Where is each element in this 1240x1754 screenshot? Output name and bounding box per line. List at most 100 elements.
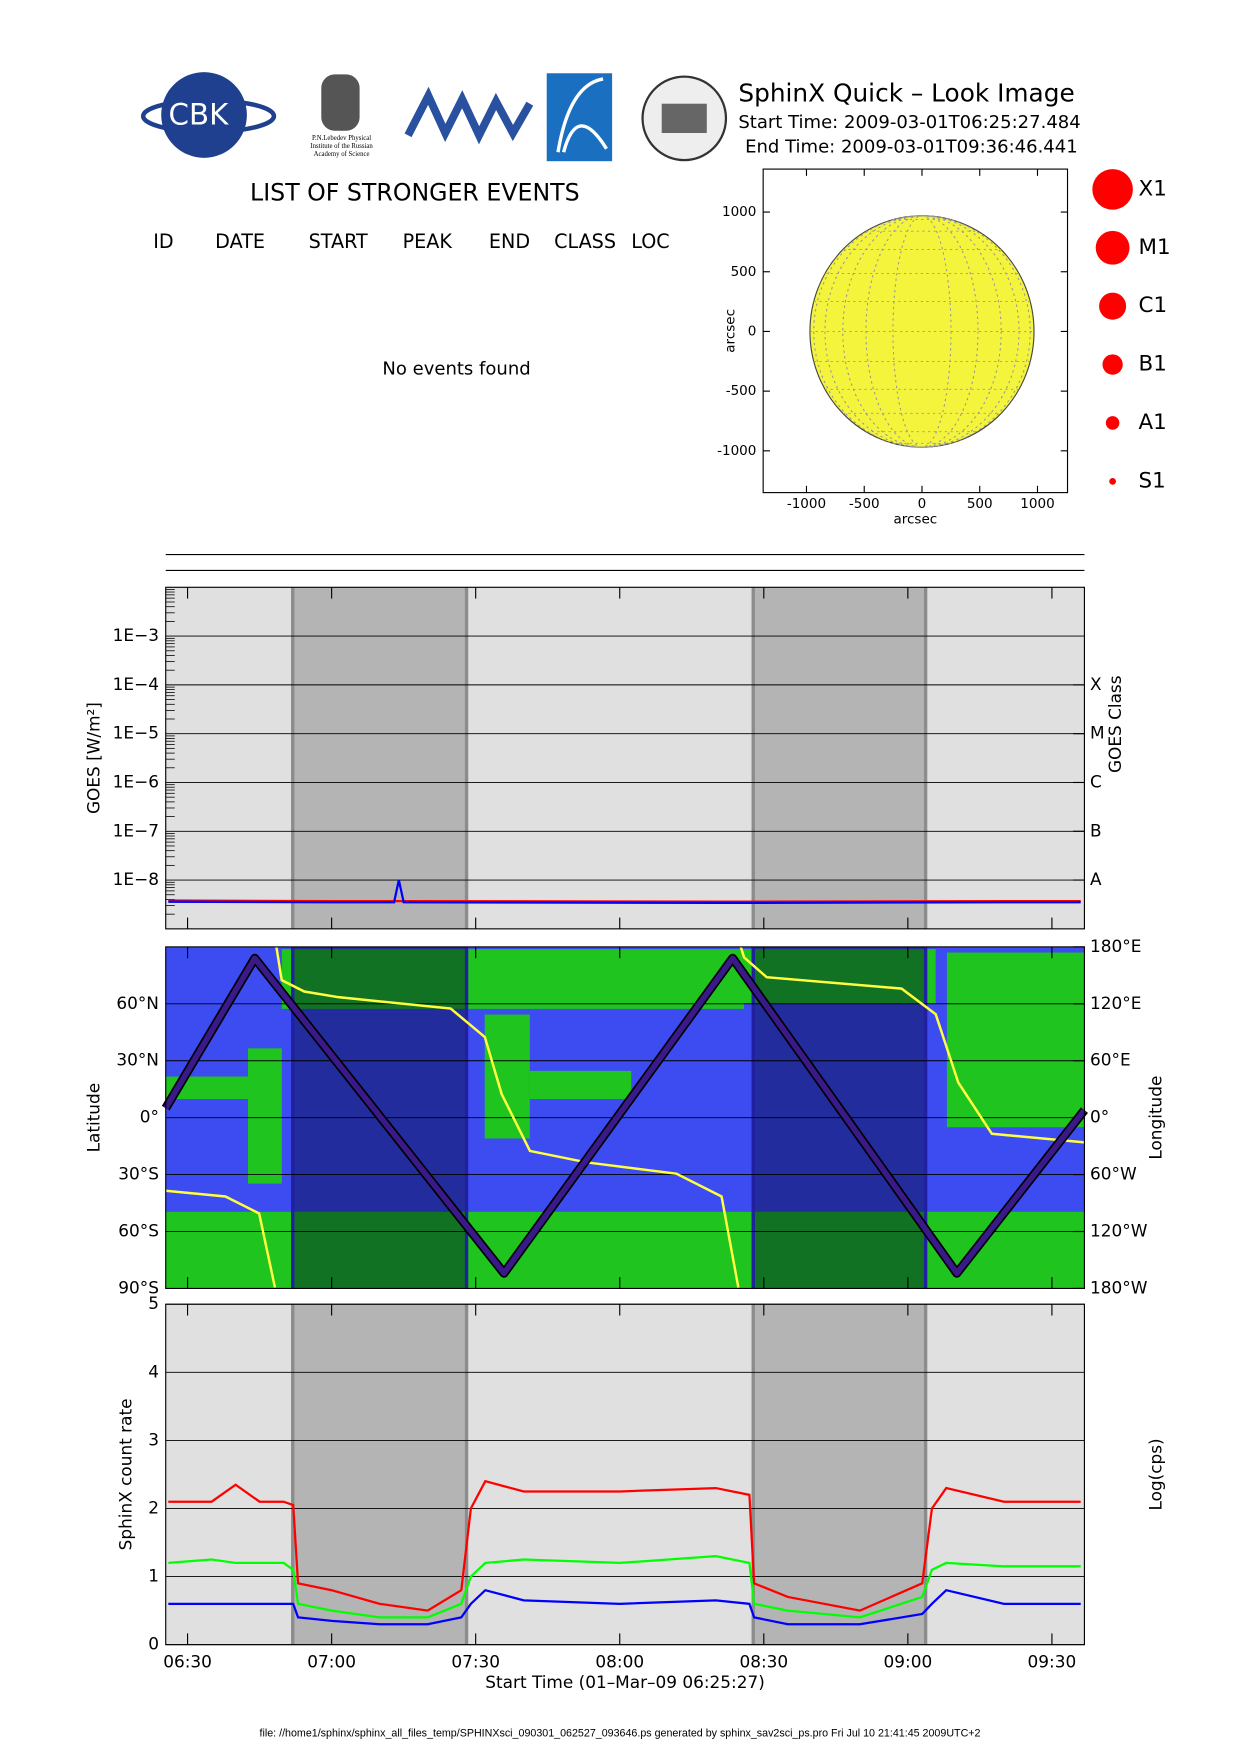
sun-meridian xyxy=(865,215,979,448)
y2-tick-label: 180°W xyxy=(1090,1277,1148,1297)
y-tick-label: 5 xyxy=(148,1293,159,1313)
x-tick-label: 09:00 xyxy=(884,1652,933,1672)
header-title: SphinX Quick – Look Image xyxy=(738,79,1074,108)
end-time: End Time: 2009-03-01T09:36:46.441 xyxy=(745,137,1078,158)
x-tick-label: 06:30 xyxy=(163,1652,212,1672)
column-header: ID xyxy=(153,230,173,253)
y2-tick-label: C xyxy=(1090,771,1102,791)
x-tick-label: 08:30 xyxy=(739,1652,788,1672)
y-tick-label: 0 xyxy=(748,323,757,339)
size-label: C1 xyxy=(1139,293,1168,318)
size-marker xyxy=(1105,416,1120,430)
y2-tick-label: B xyxy=(1090,820,1102,840)
y-tick-label: 1E−3 xyxy=(113,625,159,645)
y2-tick-label: M xyxy=(1090,723,1105,743)
size-marker xyxy=(1109,477,1116,485)
frame xyxy=(165,1303,1085,1646)
x-tick-label: 0 xyxy=(918,496,927,512)
size-marker xyxy=(1102,354,1123,375)
y-axis-label: GOES [W/m²] xyxy=(84,702,104,814)
latitude-track xyxy=(163,955,1087,1277)
logo-arc xyxy=(556,77,608,153)
column-header: START xyxy=(309,230,368,253)
x-axis-label: arcsec xyxy=(893,512,937,528)
x-tick-label: 08:00 xyxy=(595,1652,644,1672)
x-tick-label: 07:00 xyxy=(307,1652,356,1672)
frame xyxy=(762,168,1069,494)
y-tick-label: 500 xyxy=(731,264,757,280)
column-header: LOC xyxy=(631,230,669,253)
column-header: CLASS xyxy=(554,230,616,253)
size-label: S1 xyxy=(1139,468,1166,493)
y-axis-label: arcsec xyxy=(722,309,738,353)
y-axis-label: SphinX count rate xyxy=(115,1399,135,1551)
x-tick-label: -500 xyxy=(849,496,880,512)
size-label: X1 xyxy=(1139,176,1167,201)
x-tick-label: 1000 xyxy=(1020,496,1054,512)
y-tick-label: 0 xyxy=(148,1634,159,1654)
y2-tick-label: 0° xyxy=(1090,1107,1109,1127)
y-tick-label: 30°N xyxy=(116,1050,159,1070)
zone xyxy=(165,1076,271,1100)
y-tick-label: 1 xyxy=(148,1566,159,1586)
zone xyxy=(529,1070,632,1100)
x-tick-label: 09:30 xyxy=(1028,1652,1077,1672)
y-tick-label: 1E−6 xyxy=(113,771,159,791)
series-line xyxy=(168,1588,1081,1626)
series-line xyxy=(168,1555,1081,1619)
y-tick-label: -1000 xyxy=(717,443,756,459)
column-header: PEAK xyxy=(403,230,453,253)
lebedev-line: Academy of Science xyxy=(314,151,370,158)
y2-axis-label: GOES Class xyxy=(1105,675,1125,773)
start-time: Start Time: 2009-03-01T06:25:27.484 xyxy=(738,112,1080,133)
y2-tick-label: A xyxy=(1090,869,1102,889)
y-tick-label: 4 xyxy=(148,1361,159,1381)
y-axis-label: Latitude xyxy=(84,1083,104,1153)
y-tick-label: 60°S xyxy=(118,1221,159,1241)
x-tick-label: -1000 xyxy=(787,496,826,512)
x-tick-label: 07:30 xyxy=(451,1652,500,1672)
y2-tick-label: 120°E xyxy=(1090,993,1141,1013)
size-marker xyxy=(1095,230,1130,265)
logo-text: CBK xyxy=(169,98,230,132)
y-tick-label: 1E−4 xyxy=(113,674,159,694)
y2-axis-label: Log(cps) xyxy=(1146,1438,1166,1510)
column-header: END xyxy=(489,230,530,253)
longitude-line xyxy=(165,946,1085,1288)
zone xyxy=(248,1048,282,1184)
y-tick-label: 2 xyxy=(148,1497,159,1517)
night-band xyxy=(753,587,926,929)
sun-meridian xyxy=(824,215,1020,448)
x-axis-label: Start Time (01–Mar–09 06:25:27) xyxy=(485,1672,765,1692)
zone xyxy=(743,949,936,1004)
y2-tick-label: 60°W xyxy=(1090,1164,1137,1184)
size-label: M1 xyxy=(1139,235,1171,260)
logo-mephi xyxy=(404,86,534,145)
night-band xyxy=(753,1304,926,1645)
series-line xyxy=(168,879,1081,905)
column-header: DATE xyxy=(215,230,265,253)
x-tick-label: 500 xyxy=(967,496,993,512)
y-tick-label: 0° xyxy=(140,1107,159,1127)
night-band xyxy=(292,587,467,929)
y-tick-label: 3 xyxy=(148,1429,159,1449)
seal-building xyxy=(661,103,707,134)
y-tick-label: 1E−7 xyxy=(113,820,159,840)
footer: file: //home1/sphinx/sphinx_all_files_te… xyxy=(260,1728,981,1740)
sun-meridian xyxy=(813,215,1031,448)
events-message: No events found xyxy=(382,359,530,380)
y2-axis-label: Longitude xyxy=(1146,1076,1166,1160)
zone xyxy=(484,1014,530,1139)
night-band xyxy=(292,1304,467,1645)
lebedev-line: P.N.Lebedev Physical xyxy=(312,135,371,142)
zone xyxy=(946,952,1085,1128)
y2-tick-label: 60°E xyxy=(1090,1050,1131,1070)
zone xyxy=(165,1211,1085,1289)
size-label: A1 xyxy=(1139,410,1167,435)
logo-disk xyxy=(161,72,247,158)
lebedev-line: Institute of the Russian xyxy=(310,143,373,150)
events-title: LIST OF STRONGER EVENTS xyxy=(250,178,580,206)
y-tick-label: 1000 xyxy=(722,204,756,220)
y-tick-label: 1E−8 xyxy=(113,869,159,889)
